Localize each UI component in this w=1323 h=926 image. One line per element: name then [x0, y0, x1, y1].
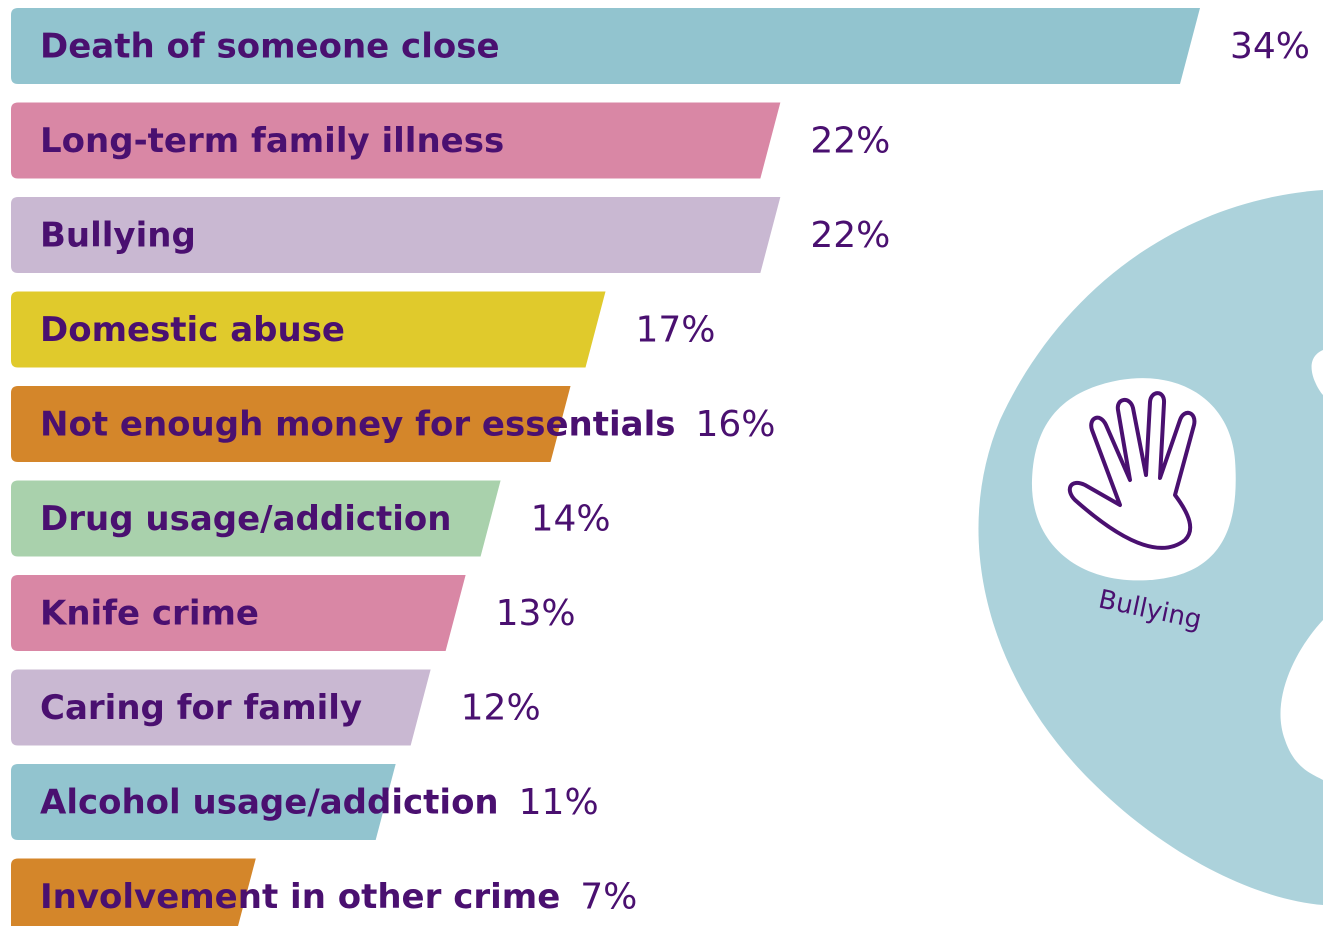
value-label: 13% — [496, 593, 576, 634]
value-label: 14% — [531, 499, 611, 540]
bar — [11, 858, 256, 926]
bar — [11, 197, 781, 273]
category-label: Death of someone close — [40, 27, 500, 67]
category-label: Alcohol usage/addiction — [40, 783, 499, 823]
value-label: 11% — [519, 782, 599, 823]
value-label: 7% — [580, 877, 637, 918]
blob-cutout — [1280, 350, 1323, 780]
bar — [11, 291, 606, 368]
value-label: 22% — [810, 121, 890, 162]
category-label: Long-term family illness — [40, 121, 504, 161]
value-label: 34% — [1230, 26, 1310, 67]
category-label: Drug usage/addiction — [40, 499, 451, 539]
category-label: Not enough money for essentials — [40, 405, 675, 445]
category-label: Knife crime — [40, 594, 259, 634]
hand-icon — [1067, 391, 1197, 550]
category-label: Bullying — [40, 216, 196, 256]
bar — [11, 8, 1200, 84]
category-label: Involvement in other crime — [40, 877, 560, 917]
bar — [11, 102, 781, 179]
bar — [11, 480, 501, 557]
decoration — [978, 190, 1323, 905]
bar — [11, 669, 431, 746]
bar — [11, 764, 396, 840]
white-blob — [1031, 378, 1236, 581]
value-label: 16% — [695, 404, 775, 445]
value-label: 22% — [810, 215, 890, 256]
value-label: 17% — [636, 310, 716, 351]
bar — [11, 575, 466, 651]
value-label: 12% — [461, 688, 541, 729]
category-label: Domestic abuse — [40, 310, 345, 350]
category-label: Caring for family — [40, 688, 362, 728]
bar — [11, 386, 571, 462]
